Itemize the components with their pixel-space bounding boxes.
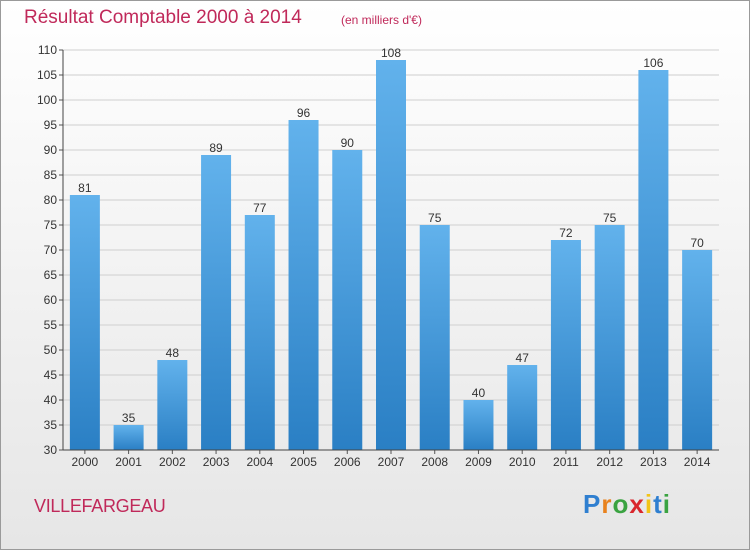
y-tick-label: 95 [44, 118, 58, 132]
bar [638, 70, 669, 450]
logo-letter: o [612, 489, 630, 519]
x-tick-label: 2006 [334, 455, 361, 469]
x-tick-label: 2000 [72, 455, 99, 469]
y-tick-label: 105 [37, 68, 57, 82]
data-label: 48 [166, 346, 180, 360]
bar [157, 360, 188, 450]
x-tick-label: 2013 [640, 455, 667, 469]
bars: 81 35 48 89 77 96 90 108 75 40 47 72 75 106 70 [69, 46, 713, 450]
y-tick-label: 85 [44, 168, 58, 182]
chart-title: Résultat Comptable 2000 à 2014 [24, 7, 302, 28]
logo-letter: i [644, 489, 654, 519]
bar [463, 400, 494, 450]
y-tick-label: 40 [44, 393, 58, 407]
y-tick-label: 65 [44, 268, 58, 282]
bar [113, 425, 144, 450]
data-label: 90 [341, 136, 355, 150]
y-tick-label: 50 [44, 343, 58, 357]
bar [419, 225, 450, 450]
bar [69, 195, 100, 450]
x-tick-label: 2004 [246, 455, 273, 469]
x-tick-label: 2012 [596, 455, 623, 469]
logo-letter: r [601, 489, 613, 519]
y-tick-label: 75 [44, 218, 58, 232]
bar [376, 60, 406, 450]
data-label: 75 [428, 211, 442, 225]
x-tick-label: 2011 [553, 455, 579, 469]
bar [288, 120, 319, 450]
data-label: 47 [516, 351, 530, 365]
y-tick-label: 90 [44, 143, 58, 157]
x-tick-label: 2010 [509, 455, 536, 469]
y-tick-label: 100 [37, 93, 57, 107]
chart-subtitle: (en milliers d'€) [341, 13, 422, 27]
axes: 30 35 40 45 50 55 60 65 70 75 80 85 90 95 100 105 110 200… [37, 43, 719, 469]
x-tick-label: 2008 [421, 455, 448, 469]
logo-letter: i [662, 489, 671, 519]
y-tick-label: 35 [44, 418, 58, 432]
y-tick-label: 55 [44, 318, 58, 332]
data-label: 77 [253, 201, 267, 215]
bar [201, 155, 232, 450]
y-tick-label: 80 [44, 193, 58, 207]
x-tick-label: 2003 [203, 455, 230, 469]
data-label: 35 [122, 411, 136, 425]
logo-letter: P [583, 489, 602, 519]
bar [682, 250, 713, 450]
x-tick-label: 2009 [465, 455, 492, 469]
bar [594, 225, 625, 450]
data-label: 75 [603, 211, 617, 225]
logo-letter: x [629, 489, 645, 519]
data-label: 72 [559, 226, 573, 240]
x-tick-label: 2005 [290, 455, 317, 469]
bar [244, 215, 275, 450]
y-tick-label: 45 [44, 368, 58, 382]
bar [550, 240, 581, 450]
place-name: VILLEFARGEAU [34, 496, 166, 516]
data-label: 89 [209, 141, 223, 155]
y-tick-label: 70 [44, 243, 58, 257]
data-label: 81 [78, 181, 92, 195]
data-label: 108 [381, 46, 401, 60]
x-tick-label: 2014 [684, 455, 711, 469]
data-label: 40 [472, 386, 486, 400]
x-tick-label: 2007 [378, 455, 405, 469]
proxiti-logo: Proxiti [583, 489, 671, 520]
bar [332, 150, 363, 450]
logo-letter: t [653, 489, 663, 519]
y-tick-label: 30 [44, 443, 58, 457]
data-label: 70 [690, 236, 704, 250]
x-tick-label: 2002 [159, 455, 186, 469]
y-tick-label: 60 [44, 293, 58, 307]
y-tick-label: 110 [38, 43, 57, 57]
bar [507, 365, 538, 450]
x-tick-label: 2001 [115, 455, 142, 469]
data-label: 96 [297, 106, 311, 120]
data-label: 106 [643, 56, 663, 70]
